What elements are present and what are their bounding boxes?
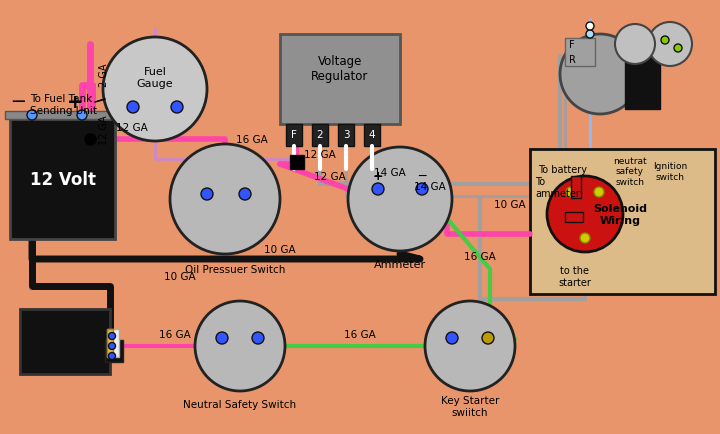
Text: ─: ─ (12, 92, 24, 111)
Text: F: F (570, 40, 575, 50)
Circle shape (446, 332, 458, 344)
Circle shape (416, 184, 428, 196)
Text: 16 GA: 16 GA (159, 329, 191, 339)
Circle shape (372, 184, 384, 196)
Text: 3: 3 (343, 130, 349, 140)
Bar (625, 40, 660, 110)
Bar (338, 125, 354, 147)
Circle shape (109, 343, 115, 350)
Bar (565, 39, 595, 67)
Bar (565, 213, 583, 223)
Circle shape (109, 353, 115, 360)
Circle shape (239, 188, 251, 201)
Text: 10 GA: 10 GA (164, 271, 196, 281)
Bar (107, 329, 119, 357)
Text: To Fuel Tank
Sending Unit: To Fuel Tank Sending Unit (30, 94, 97, 115)
Text: 16 GA: 16 GA (236, 135, 268, 145)
Text: Neutral Safety Switch: Neutral Safety Switch (184, 399, 297, 409)
Bar (571, 177, 581, 198)
Circle shape (594, 187, 604, 197)
Text: Fuel
Gauge: Fuel Gauge (137, 67, 174, 89)
Circle shape (661, 37, 669, 45)
Circle shape (560, 35, 640, 115)
Text: Ignition
switch: Ignition switch (653, 162, 687, 181)
Bar (290, 156, 304, 170)
Circle shape (195, 301, 285, 391)
Text: ─: ─ (418, 169, 426, 182)
Circle shape (566, 187, 576, 197)
Circle shape (425, 301, 515, 391)
Text: +: + (373, 169, 383, 182)
Text: 12 GA: 12 GA (314, 171, 346, 181)
Text: 10 GA: 10 GA (494, 200, 526, 210)
Circle shape (201, 188, 213, 201)
Circle shape (109, 333, 115, 340)
Bar (107, 329, 113, 357)
Text: Voltage
Regulator: Voltage Regulator (311, 55, 369, 83)
Bar (5, 112, 120, 120)
Text: F: F (291, 130, 297, 140)
Text: +: + (67, 92, 84, 111)
Circle shape (216, 332, 228, 344)
Circle shape (170, 145, 280, 254)
Circle shape (580, 233, 590, 243)
Circle shape (674, 45, 682, 53)
Text: Ammeter: Ammeter (374, 260, 426, 270)
Circle shape (547, 177, 623, 253)
Text: to the
starter: to the starter (559, 266, 591, 287)
Text: 16 GA: 16 GA (464, 251, 496, 261)
Bar (105, 340, 123, 362)
Circle shape (482, 332, 494, 344)
Text: 12 Volt: 12 Volt (30, 171, 96, 188)
Circle shape (27, 111, 37, 121)
Bar (530, 150, 715, 294)
Bar (364, 125, 380, 147)
Text: 14 GA: 14 GA (374, 168, 406, 178)
Circle shape (252, 332, 264, 344)
Bar (286, 125, 302, 147)
Circle shape (103, 38, 207, 141)
Text: 2 GA: 2 GA (99, 63, 109, 86)
Bar (280, 35, 400, 125)
Circle shape (648, 23, 692, 67)
Text: Solenoid
Wiring: Solenoid Wiring (593, 204, 647, 225)
Text: 4: 4 (369, 130, 375, 140)
Text: 2: 2 (317, 130, 323, 140)
Text: Key Starter
swiitch: Key Starter swiitch (441, 395, 499, 417)
Text: To battery: To battery (538, 164, 587, 174)
Text: To
ammeter: To ammeter (535, 177, 580, 198)
Text: 16 GA: 16 GA (344, 329, 376, 339)
Text: 14 GA: 14 GA (414, 181, 446, 191)
Circle shape (348, 148, 452, 251)
Bar (312, 125, 328, 147)
Text: 12 GA: 12 GA (116, 123, 148, 133)
Bar (20, 309, 110, 374)
Text: 10 GA: 10 GA (264, 244, 296, 254)
Text: R: R (569, 55, 575, 65)
Text: Oil Pressuer Switch: Oil Pressuer Switch (185, 264, 285, 274)
Circle shape (586, 31, 594, 39)
Circle shape (615, 25, 655, 65)
Text: 12 GA: 12 GA (99, 115, 109, 145)
Text: neutrat
safety
switch: neutrat safety switch (613, 157, 647, 187)
Circle shape (127, 102, 139, 114)
Text: 12 GA: 12 GA (304, 150, 336, 160)
Circle shape (586, 23, 594, 31)
Circle shape (171, 102, 183, 114)
Bar (10, 120, 115, 240)
Circle shape (77, 111, 87, 121)
